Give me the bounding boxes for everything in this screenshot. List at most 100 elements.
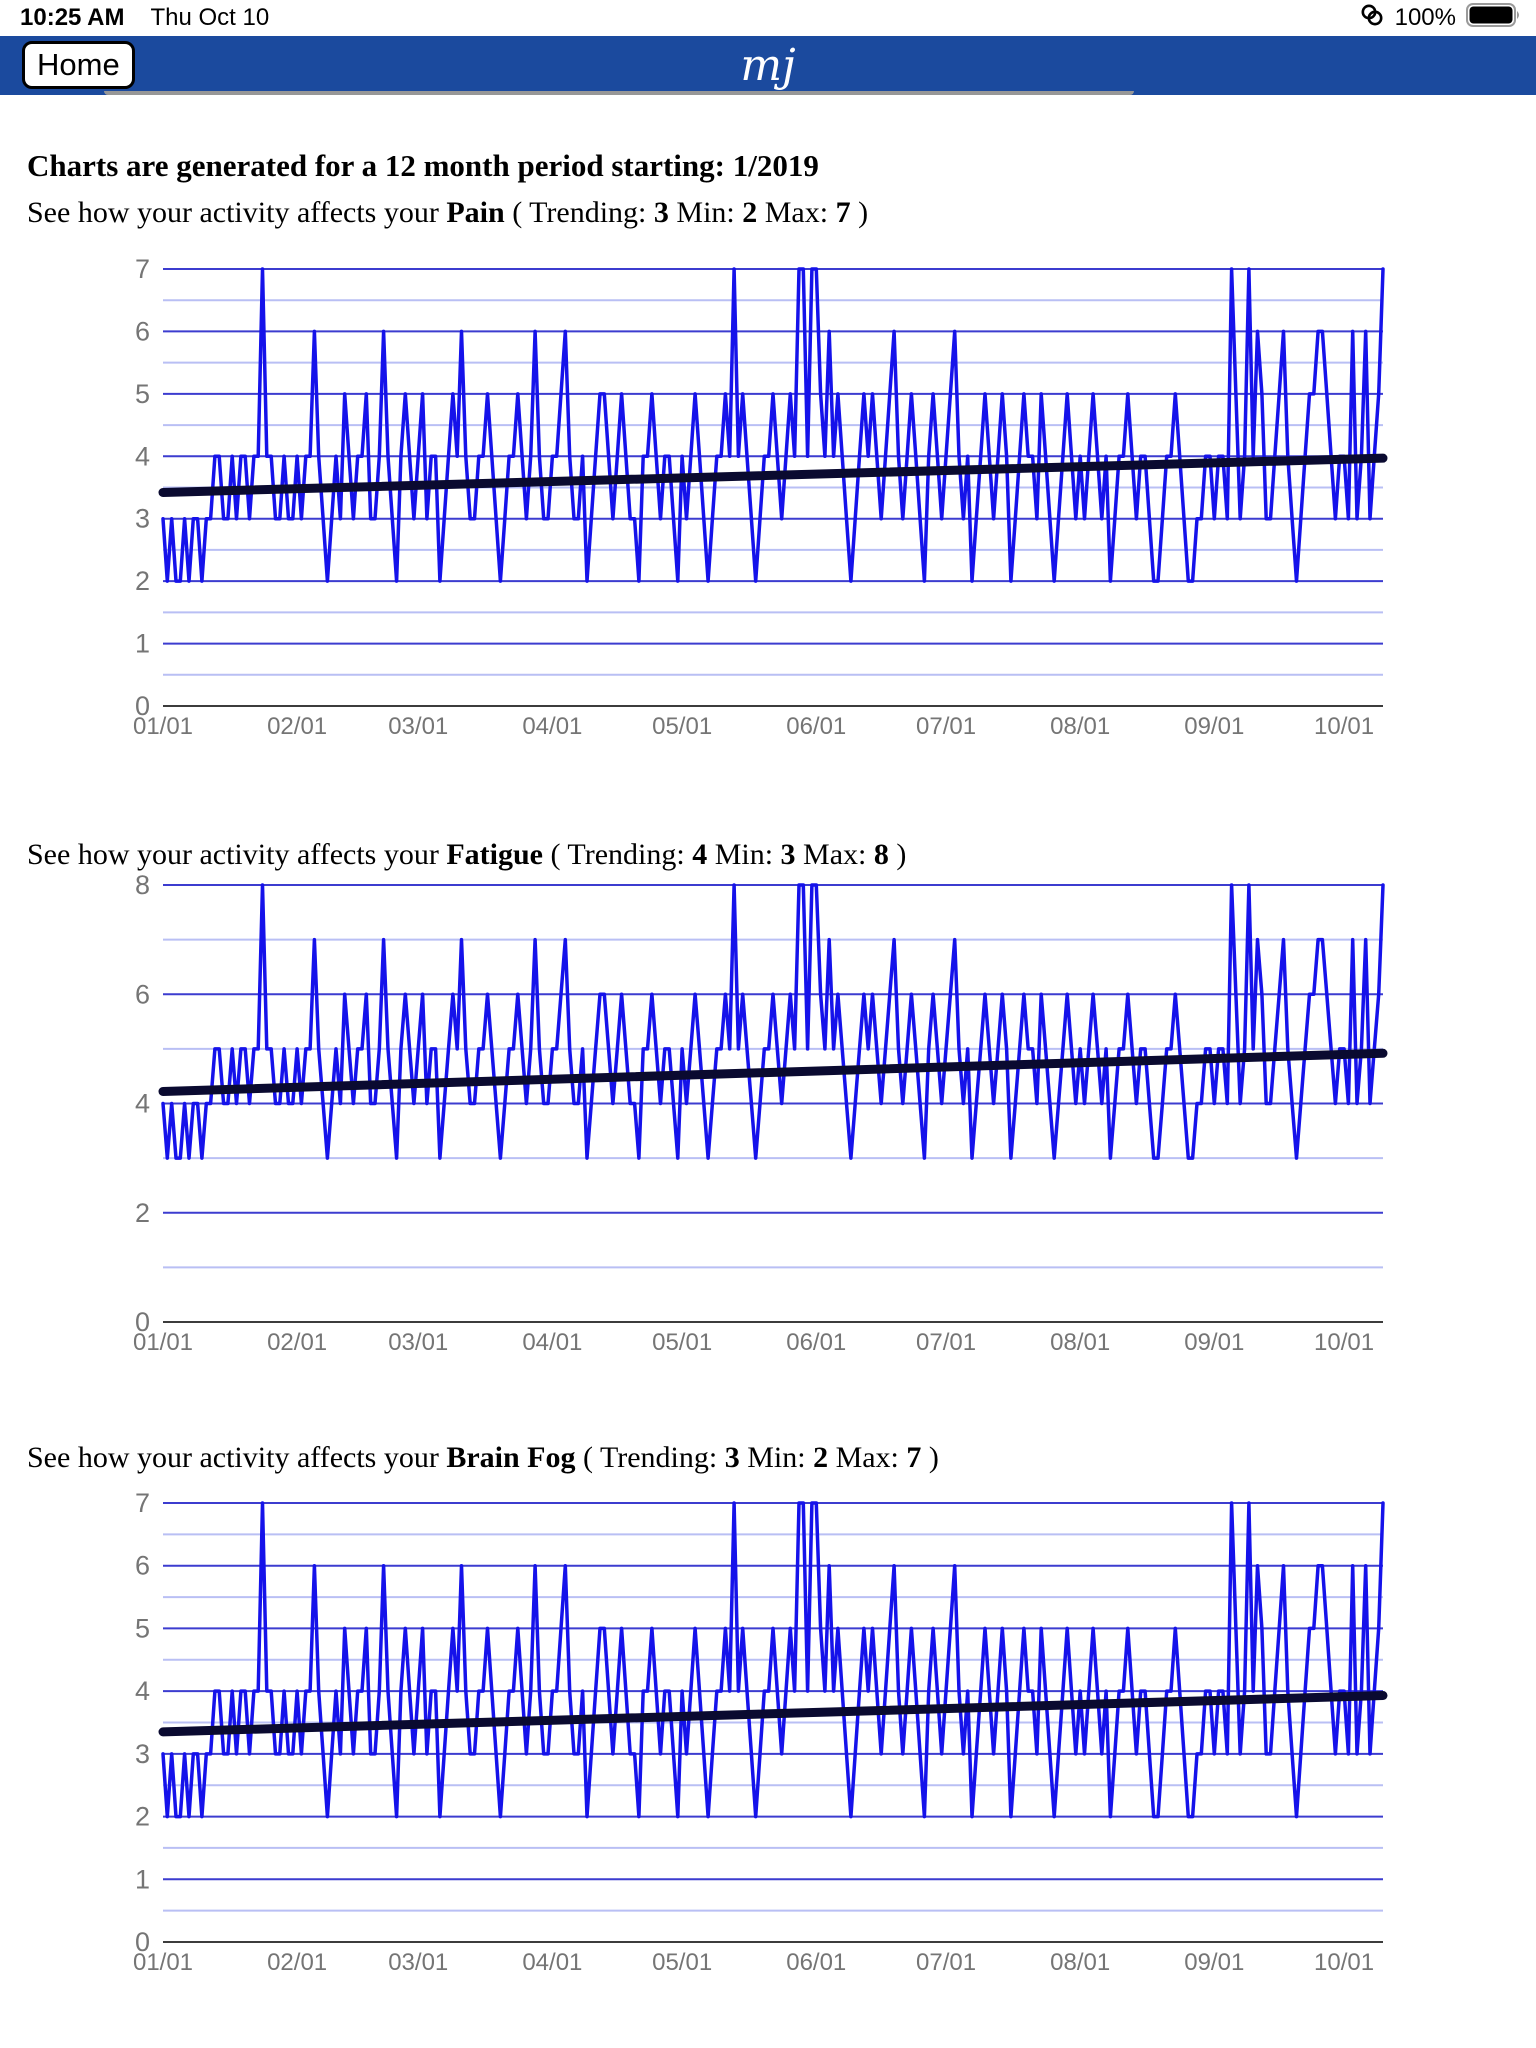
chart-canvas: 0 1 2 3 4 5 6 7 01/01 02/01 03/01 04/01 05/01 06/01 07… bbox=[133, 254, 1388, 740]
status-bar: 10:25 AM Thu Oct 10 100% bbox=[0, 0, 1536, 36]
x-axis-label: 02/01 bbox=[267, 1949, 327, 1976]
metric-name: Pain bbox=[446, 196, 505, 229]
y-axis-label: 4 bbox=[135, 441, 150, 471]
app-logo: mj bbox=[740, 40, 796, 91]
y-axis-label: 3 bbox=[135, 504, 150, 534]
chart-canvas: 0 1 2 3 4 5 6 7 01/01 02/01 03/01 04/01 05/01 06/01 07… bbox=[133, 1488, 1388, 1976]
x-axis-label: 04/01 bbox=[522, 713, 582, 740]
chart-canvas: 0 2 4 6 8 01/01 02/01 03/01 04/01 05/01 06/01 07/01… bbox=[133, 870, 1388, 1356]
trend-line bbox=[158, 453, 1388, 497]
x-axis-label: 07/01 bbox=[916, 1949, 976, 1976]
heading-text: Max: bbox=[828, 1441, 907, 1474]
x-axis-label: 06/01 bbox=[786, 713, 846, 740]
x-axis-label: 10/01 bbox=[1314, 713, 1374, 740]
section-heading-brain-fog: See how your activity affects your Brain… bbox=[27, 1441, 939, 1475]
y-axis-label: 6 bbox=[135, 1551, 150, 1581]
heading-prefix: See how your activity affects your bbox=[27, 838, 447, 871]
x-axis-label: 01/01 bbox=[133, 1949, 193, 1976]
y-axis-label: 7 bbox=[135, 1488, 150, 1518]
y-axis-label: 2 bbox=[135, 1802, 150, 1832]
x-axis-label: 08/01 bbox=[1050, 1949, 1110, 1976]
heading-text: ( Trending: bbox=[575, 1441, 725, 1474]
x-axis-label: 04/01 bbox=[522, 1949, 582, 1976]
battery-percent-label: 100% bbox=[1394, 4, 1456, 31]
heading-text: ) bbox=[850, 196, 869, 229]
max-value: 7 bbox=[835, 196, 851, 229]
status-right: 100% bbox=[1359, 1, 1536, 36]
y-axis-label: 0 bbox=[135, 1927, 150, 1957]
y-axis-label: 0 bbox=[135, 691, 150, 721]
battery-full-icon bbox=[1466, 1, 1524, 36]
section-heading-pain: See how your activity affects your Pain … bbox=[27, 196, 868, 230]
heading-text: ( Trending: bbox=[542, 838, 693, 871]
min-value: 2 bbox=[813, 1441, 829, 1474]
trending-value: 4 bbox=[692, 838, 708, 871]
y-axis-label: 0 bbox=[135, 1307, 150, 1337]
heading-text: ) bbox=[888, 838, 907, 871]
y-axis-label: 4 bbox=[135, 1676, 150, 1706]
data-line bbox=[161, 883, 1385, 1160]
status-left: 10:25 AM Thu Oct 10 bbox=[0, 4, 269, 32]
y-axis-label: 6 bbox=[135, 316, 150, 346]
metric-name: Brain Fog bbox=[446, 1441, 576, 1474]
heading-prefix: See how your activity affects your bbox=[27, 196, 447, 229]
heading-text: Min: bbox=[668, 196, 743, 229]
section-heading-fatigue: See how your activity affects your Fatig… bbox=[27, 838, 906, 872]
x-axis-label: 01/01 bbox=[133, 1329, 193, 1356]
x-axis-label: 08/01 bbox=[1050, 713, 1110, 740]
x-axis-label: 08/01 bbox=[1050, 1329, 1110, 1356]
y-axis-label: 8 bbox=[135, 870, 150, 900]
max-value: 8 bbox=[873, 838, 889, 871]
x-axis-label: 10/01 bbox=[1314, 1949, 1374, 1976]
x-axis-label: 05/01 bbox=[652, 713, 712, 740]
personal-hotspot-icon bbox=[1359, 2, 1385, 35]
max-value: 7 bbox=[906, 1441, 922, 1474]
min-value: 2 bbox=[742, 196, 758, 229]
heading-text: ( Trending: bbox=[504, 196, 654, 229]
y-axis-label: 2 bbox=[135, 566, 150, 596]
home-button[interactable]: Home bbox=[22, 41, 135, 89]
heading-text: ) bbox=[921, 1441, 939, 1474]
x-axis-label: 07/01 bbox=[916, 1329, 976, 1356]
data-line bbox=[161, 267, 1385, 583]
x-axis-label: 06/01 bbox=[786, 1329, 846, 1356]
x-axis-label: 10/01 bbox=[1314, 1329, 1374, 1356]
trend-line bbox=[158, 1691, 1388, 1737]
min-value: 3 bbox=[780, 838, 796, 871]
x-axis-label: 07/01 bbox=[916, 713, 976, 740]
x-axis-label: 09/01 bbox=[1184, 1329, 1244, 1356]
trend-line bbox=[158, 1048, 1388, 1096]
y-axis-label: 1 bbox=[135, 629, 150, 659]
heading-text: Min: bbox=[707, 838, 781, 871]
x-axis-label: 02/01 bbox=[267, 713, 327, 740]
x-axis-label: 09/01 bbox=[1184, 1949, 1244, 1976]
page-title: Charts are generated for a 12 month peri… bbox=[27, 148, 819, 183]
heading-text: Min: bbox=[739, 1441, 814, 1474]
y-axis-label: 6 bbox=[135, 979, 150, 1009]
y-axis-label: 4 bbox=[135, 1089, 150, 1119]
x-axis-label: 06/01 bbox=[786, 1949, 846, 1976]
y-axis-label: 3 bbox=[135, 1739, 150, 1769]
x-axis-label: 03/01 bbox=[388, 713, 448, 740]
x-axis-label: 02/01 bbox=[267, 1329, 327, 1356]
y-axis-label: 5 bbox=[135, 1613, 150, 1643]
x-axis-label: 09/01 bbox=[1184, 713, 1244, 740]
data-line bbox=[161, 1501, 1385, 1819]
x-axis-label: 05/01 bbox=[652, 1329, 712, 1356]
trending-value: 3 bbox=[653, 196, 669, 229]
heading-text: Max: bbox=[795, 838, 874, 871]
x-axis-label: 03/01 bbox=[388, 1949, 448, 1976]
trending-value: 3 bbox=[724, 1441, 740, 1474]
x-axis-label: 05/01 bbox=[652, 1949, 712, 1976]
status-time: 10:25 AM bbox=[20, 4, 125, 31]
heading-text: Max: bbox=[757, 196, 836, 229]
x-axis-label: 03/01 bbox=[388, 1329, 448, 1356]
status-date: Thu Oct 10 bbox=[150, 4, 270, 31]
y-axis-label: 5 bbox=[135, 379, 150, 409]
y-axis-label: 1 bbox=[135, 1864, 150, 1894]
y-axis-label: 7 bbox=[135, 254, 150, 284]
x-axis-label: 01/01 bbox=[133, 713, 193, 740]
heading-prefix: See how your activity affects your bbox=[27, 1441, 447, 1474]
header-divider bbox=[104, 91, 1134, 95]
